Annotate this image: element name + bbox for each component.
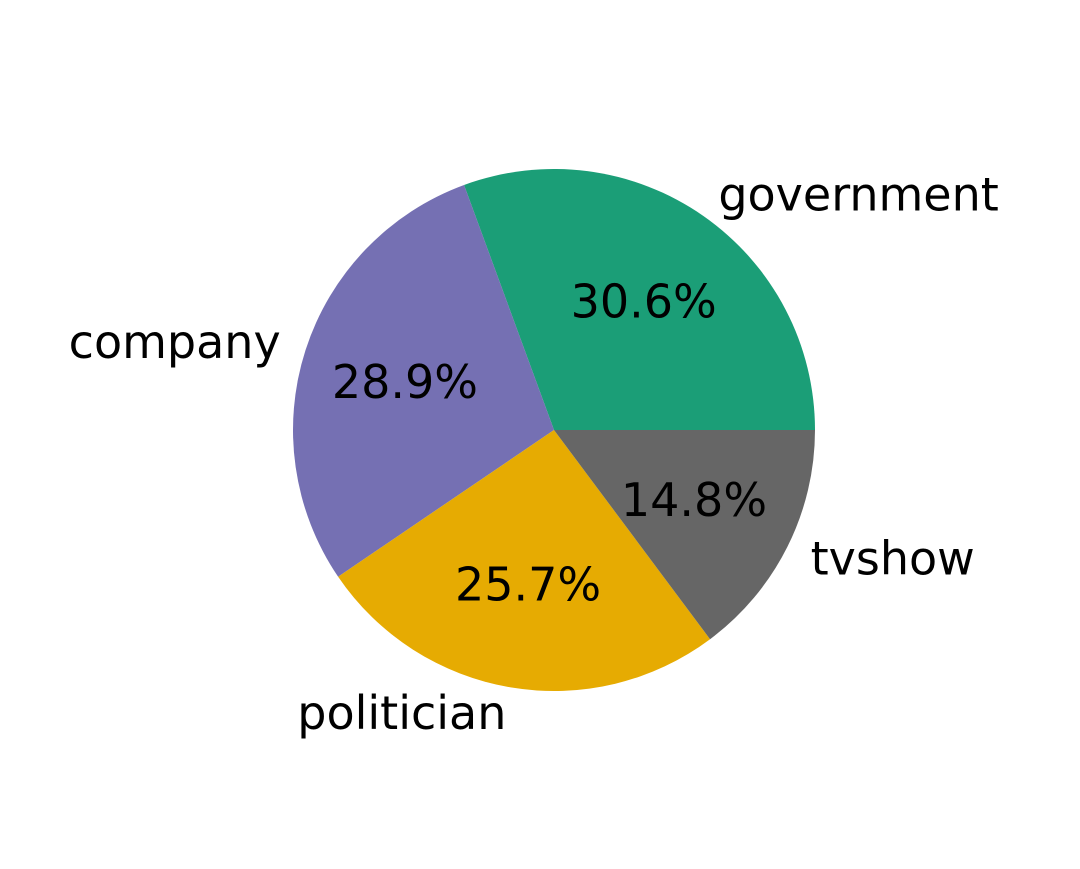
percent-label-government: 30.6%	[571, 275, 717, 329]
category-label-company: company	[69, 315, 281, 369]
pie-slice-politician	[338, 430, 711, 692]
category-label-government: government	[718, 168, 998, 222]
pie-slices	[293, 169, 815, 692]
pie-slice-tvshow	[554, 430, 815, 640]
pie-slice-government	[464, 169, 815, 430]
category-label-tvshow: tvshow	[811, 532, 975, 586]
pie-slice-company	[293, 184, 554, 577]
category-label-politician: politician	[297, 686, 506, 740]
percent-label-company: 28.9%	[332, 355, 478, 409]
percent-label-politician: 25.7%	[455, 557, 601, 611]
percent-label-tvshow: 14.8%	[621, 473, 767, 527]
